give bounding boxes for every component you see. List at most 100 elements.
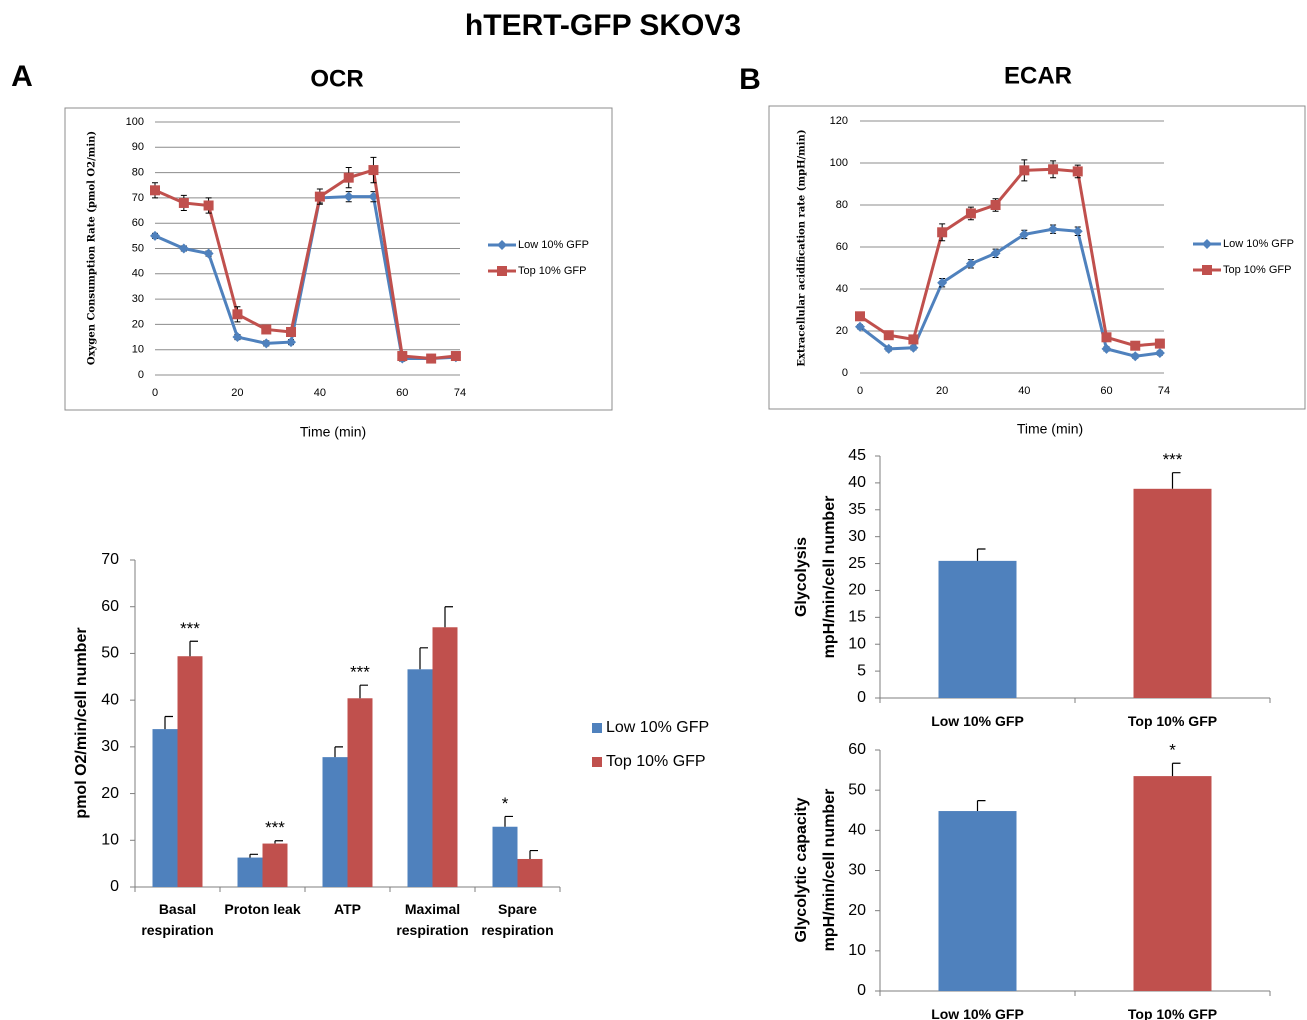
x-tick-label: 0 — [857, 385, 863, 397]
category-label-box: Spare respiration — [481, 901, 554, 938]
marker — [883, 343, 894, 354]
y-tick-label: 100 — [126, 116, 144, 128]
legend-label: Low 10% GFP — [518, 239, 589, 251]
y-tick-label: 20 — [848, 582, 866, 599]
y-tick-label: 20 — [101, 785, 119, 802]
y-tick-label: 50 — [101, 645, 119, 662]
error-bar — [529, 849, 538, 859]
bar — [322, 757, 348, 887]
marker — [450, 351, 461, 362]
error-bar — [249, 853, 258, 858]
x-tick-label: 20 — [231, 387, 243, 399]
y-axis-label: pmol O2/min/cell number — [73, 627, 90, 818]
bar — [237, 857, 263, 887]
y-tick-label: 40 — [848, 474, 866, 491]
marker — [855, 321, 865, 332]
y-tick-label: 0 — [842, 367, 848, 379]
significance-label: * — [1169, 741, 1176, 760]
marker — [908, 342, 919, 353]
bar — [1133, 776, 1212, 991]
x-tick-label: 40 — [314, 387, 326, 399]
legend-label: Low 10% GFP — [1223, 238, 1294, 250]
significance-label: *** — [180, 619, 200, 638]
category-label-box: Low 10% GFP — [931, 713, 1024, 729]
y-tick-label: 40 — [836, 283, 848, 295]
marker — [314, 191, 325, 202]
y-axis-label: Oxygen Consumption Rate (pmol O2/min) — [87, 131, 98, 365]
marker — [261, 324, 272, 335]
error-bar — [274, 840, 283, 844]
y-tick-label: 0 — [857, 982, 866, 999]
y-tick-label: 40 — [101, 691, 119, 708]
error-bar — [976, 548, 986, 561]
y-tick-label: 80 — [132, 167, 144, 179]
marker — [497, 266, 507, 276]
bar — [938, 560, 1017, 698]
category-label-box: Top 10% GFP — [1128, 1006, 1217, 1020]
y-tick-label: 60 — [836, 241, 848, 253]
marker — [1048, 224, 1059, 235]
y-tick-label: 0 — [857, 689, 866, 706]
x-tick-label: Low 10% GFP — [931, 713, 1024, 729]
marker — [883, 330, 894, 341]
marker — [1019, 165, 1030, 176]
series-line — [154, 195, 456, 361]
y-tick-label: 100 — [830, 157, 848, 169]
category-label-box: Low 10% GFP — [931, 1006, 1024, 1020]
marker — [1019, 229, 1030, 240]
marker — [1154, 338, 1165, 349]
x-tick-label: 60 — [1100, 385, 1112, 397]
x-axis-label: Time (min) — [1017, 421, 1083, 437]
marker — [1130, 340, 1141, 351]
y-tick-label: 60 — [132, 217, 144, 229]
x-tick-label: 0 — [152, 387, 158, 399]
y-tick-label: 30 — [132, 293, 144, 305]
y-axis-label: mpH/min/cell number — [821, 496, 838, 659]
y-tick-label: 50 — [848, 781, 866, 798]
marker — [497, 240, 507, 250]
y-tick-label: 80 — [836, 199, 848, 211]
marker — [203, 248, 214, 259]
x-axis-label: Time (min) — [300, 424, 366, 440]
bar — [407, 669, 433, 887]
y-tick-label: 25 — [848, 555, 866, 572]
y-tick-label: 20 — [836, 325, 848, 337]
series-line — [859, 167, 1161, 348]
marker — [178, 197, 189, 208]
plot-frame — [768, 105, 1306, 410]
marker — [1101, 343, 1112, 354]
y-tick-label: 5 — [857, 662, 866, 679]
plot-frame — [64, 107, 613, 411]
marker — [150, 185, 160, 196]
y-tick-label: 0 — [110, 878, 119, 895]
y-tick-label: 10 — [132, 344, 144, 356]
x-tick-label: 74 — [1158, 385, 1170, 397]
figure-title: hTERT-GFP SKOV3 — [465, 9, 741, 42]
bar — [347, 698, 373, 887]
y-tick-label: 20 — [132, 318, 144, 330]
error-bar — [504, 815, 513, 827]
error-bar — [419, 647, 428, 670]
y-tick-label: 45 — [848, 447, 866, 464]
y-tick-label: 15 — [848, 609, 866, 626]
category-label-box: Maximal respiration — [396, 901, 468, 938]
y-tick-label: 35 — [848, 501, 866, 518]
y-tick-label: 30 — [101, 738, 119, 755]
x-tick-label: Basal respiration — [141, 901, 214, 938]
marker — [343, 191, 354, 202]
marker — [368, 165, 379, 176]
y-tick-label: 60 — [848, 741, 866, 758]
x-tick-label: Spare respiration — [481, 901, 554, 938]
y-tick-label: 40 — [132, 268, 144, 280]
panel-label: A — [11, 60, 33, 93]
x-tick-label: Proton leak — [224, 901, 301, 917]
y-tick-label: 10 — [848, 635, 866, 652]
category-label-box: Top 10% GFP — [1128, 713, 1217, 729]
marker — [965, 208, 976, 219]
marker — [203, 200, 214, 211]
y-axis-label: Glycolytic capacity — [793, 797, 810, 942]
y-tick-label: 20 — [848, 902, 866, 919]
marker — [990, 200, 1001, 210]
bar — [938, 811, 1017, 991]
